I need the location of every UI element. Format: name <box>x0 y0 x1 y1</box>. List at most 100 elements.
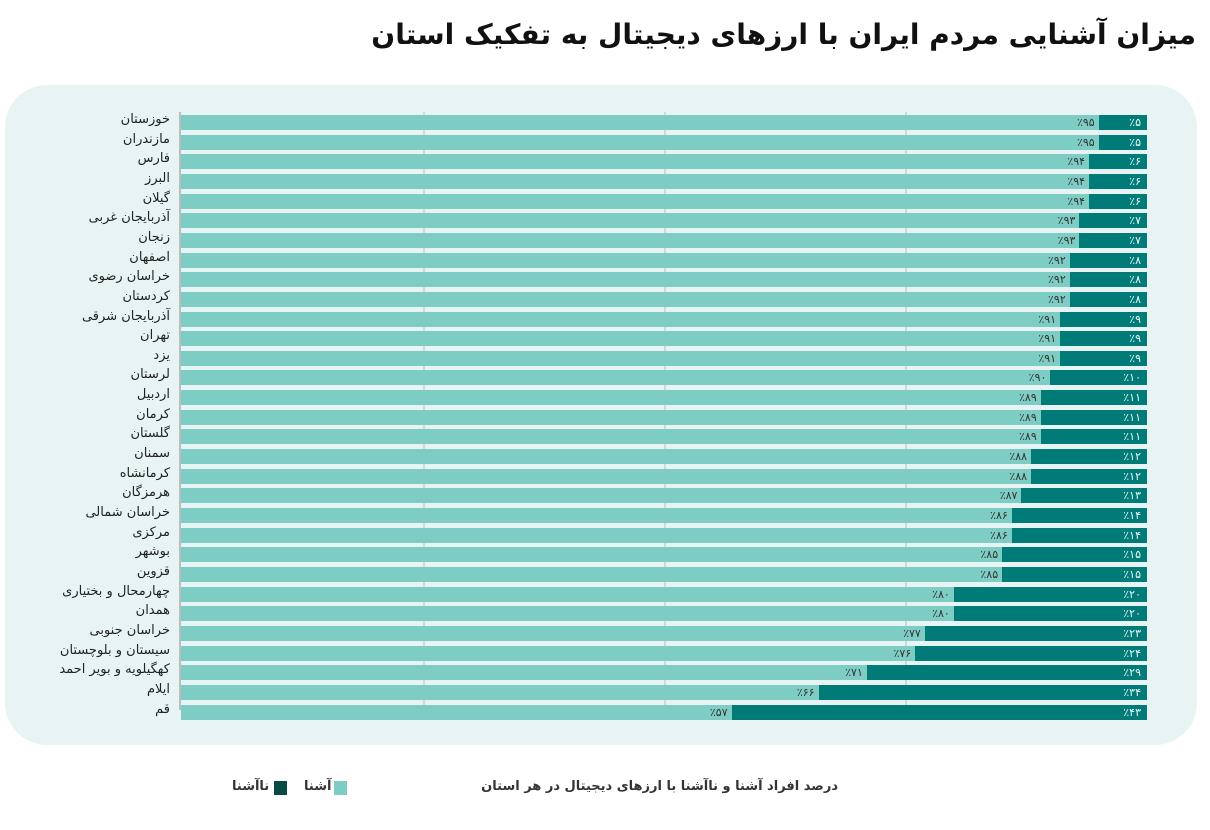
bar-aware <box>181 232 1080 248</box>
category-label: چهارمحال و بختیاری <box>62 583 170 599</box>
category-label: مرکزی <box>132 524 170 540</box>
category-label: تهران <box>140 328 170 344</box>
category-label: بوشهر <box>135 544 170 560</box>
category-label: کرمانشاه <box>119 465 170 481</box>
bar-unaware <box>953 586 1147 602</box>
bar-aware <box>181 429 1041 445</box>
data-label-unaware: ٪۱۲ <box>1123 469 1141 483</box>
bar-unaware <box>953 606 1147 622</box>
bar-aware <box>181 272 1070 288</box>
data-label-unaware: ٪۲۴ <box>1123 646 1141 660</box>
category-label: آذربایجان غربی <box>88 210 170 226</box>
bar-aware <box>181 154 1090 170</box>
data-label-aware: ٪۹۵ <box>1076 135 1095 149</box>
data-label-aware: ٪۹۳ <box>1057 233 1076 247</box>
bar-aware <box>181 645 916 661</box>
data-label-unaware: ٪۱۳ <box>1123 489 1141 503</box>
bar-unaware <box>1040 409 1147 425</box>
category-label: هرمزگان <box>122 485 170 501</box>
bar-aware <box>181 370 1051 386</box>
y-axis-line <box>179 112 181 710</box>
data-label-unaware: ٪۱۲ <box>1123 450 1141 464</box>
data-label-aware: ٪۸۰ <box>932 607 950 621</box>
data-label-aware: ٪۹۳ <box>1057 214 1076 228</box>
data-label-unaware: ٪۱۱ <box>1123 410 1141 424</box>
bar-aware <box>181 527 1012 543</box>
bar-unaware <box>1060 350 1147 366</box>
data-label-aware: ٪۹۴ <box>1067 155 1086 169</box>
data-label-unaware: ٪۲۰ <box>1123 607 1141 621</box>
bar-aware <box>181 291 1070 307</box>
data-label-aware: ٪۸۷ <box>999 489 1018 503</box>
data-label-unaware: ٪۶ <box>1129 155 1141 169</box>
bar-aware <box>181 566 1003 582</box>
bar-aware <box>181 193 1090 209</box>
data-label-aware: ٪۷۷ <box>903 626 921 640</box>
category-label: اردبیل <box>136 387 170 403</box>
category-label: قم <box>155 701 170 717</box>
category-label: کردستان <box>122 288 170 304</box>
data-label-unaware: ٪۲۹ <box>1123 666 1141 680</box>
bar-unaware <box>1060 331 1147 347</box>
category-label: یزد <box>153 347 170 363</box>
bar-unaware <box>1069 252 1147 268</box>
data-label-unaware: ٪۲۰ <box>1123 587 1141 601</box>
bar-unaware <box>731 704 1147 720</box>
data-label-aware: ٪۹۵ <box>1076 116 1095 129</box>
bar-aware <box>181 547 1003 563</box>
bar-aware <box>181 390 1041 406</box>
data-label-unaware: ٪۲۳ <box>1123 626 1141 640</box>
bar-unaware <box>1040 390 1147 406</box>
bar-aware <box>181 665 867 681</box>
bar-aware <box>181 115 1099 130</box>
bar-aware <box>181 350 1061 366</box>
category-label: سمنان <box>134 446 170 462</box>
data-label-unaware: ٪۴۳ <box>1123 705 1141 719</box>
bar-aware <box>181 173 1090 189</box>
bar-unaware <box>1098 115 1147 130</box>
data-label-unaware: ٪۶ <box>1129 174 1141 188</box>
data-label-unaware: ٪۱۵ <box>1123 548 1141 562</box>
bar-unaware <box>1069 272 1147 288</box>
data-label-unaware: ٪۱۱ <box>1123 430 1141 444</box>
data-label-aware: ٪۸۶ <box>990 528 1008 542</box>
category-label: قزوین <box>136 563 170 579</box>
data-label-aware: ٪۹۱ <box>1038 351 1057 365</box>
category-label: فارس <box>137 151 170 167</box>
bar-aware <box>181 468 1032 484</box>
category-label: خوزستان <box>120 112 170 127</box>
data-label-aware: ٪۹۱ <box>1038 312 1057 326</box>
data-label-unaware: ٪۱۱ <box>1123 391 1141 405</box>
data-label-unaware: ٪۸ <box>1129 292 1141 306</box>
data-label-unaware: ٪۱۴ <box>1123 509 1141 522</box>
data-label-unaware: ٪۹ <box>1129 312 1141 326</box>
data-label-aware: ٪۸۸ <box>1009 450 1028 464</box>
category-label: البرز <box>145 170 170 186</box>
bar-unaware <box>1098 134 1147 150</box>
data-label-aware: ٪۹۱ <box>1038 332 1057 346</box>
bar-aware <box>181 331 1061 347</box>
bar-unaware <box>924 625 1147 641</box>
data-label-aware: ٪۵۷ <box>709 705 728 719</box>
bar-unaware <box>1040 429 1147 445</box>
category-label: آذربایجان شرقی <box>81 308 170 324</box>
bar-unaware <box>1089 154 1147 170</box>
bar-aware <box>181 625 925 641</box>
bar-unaware <box>1089 193 1147 209</box>
bar-unaware <box>866 665 1147 681</box>
data-label-aware: ٪۸۵ <box>980 567 999 581</box>
bar-unaware <box>1011 508 1147 523</box>
data-label-aware: ٪۶۶ <box>796 685 815 699</box>
data-label-aware: ٪۹۴ <box>1067 174 1086 188</box>
data-label-unaware: ٪۵ <box>1129 135 1141 149</box>
data-label-aware: ٪۸۹ <box>1019 410 1037 424</box>
bar-unaware <box>915 645 1147 661</box>
category-label: گیلان <box>142 190 170 206</box>
category-label: اصفهان <box>129 249 170 265</box>
data-label-unaware: ٪۸ <box>1129 253 1141 267</box>
data-label-unaware: ٪۷ <box>1129 233 1141 247</box>
bar-aware <box>181 704 732 720</box>
data-label-unaware: ٪۹ <box>1129 332 1141 346</box>
bar-aware <box>181 586 954 602</box>
